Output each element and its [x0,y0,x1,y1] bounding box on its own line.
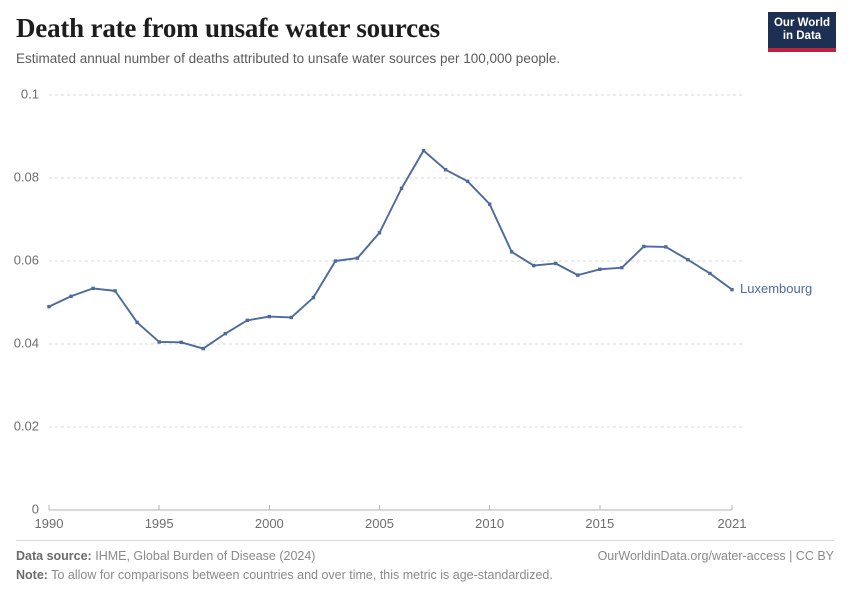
chart-header: Death rate from unsafe water sources Est… [16,12,746,68]
our-world-in-data-logo[interactable]: Our World in Data [768,12,836,52]
series-data-point[interactable] [642,244,646,249]
series-data-point[interactable] [355,256,360,260]
series-data-point[interactable] [443,168,448,172]
series-data-point[interactable] [113,289,117,293]
logo-line-1: Our World [773,17,830,29]
series-data-point[interactable] [509,250,514,254]
x-axis-tick-label: 1990 [35,516,64,531]
series-data-point[interactable] [708,271,712,276]
series-data-point[interactable] [69,294,73,298]
series-data-point[interactable] [91,286,95,291]
data-source-value: IHME, Global Burden of Disease (2024) [95,549,316,563]
series-data-point[interactable] [554,261,558,266]
series-data-point[interactable] [333,259,338,263]
series-data-point[interactable] [179,340,183,345]
series-data-point[interactable] [598,267,602,271]
y-axis-tick-label: 0.02 [14,418,39,433]
series-data-point[interactable] [686,258,690,262]
attribution-link[interactable]: OurWorldinData.org/water-access | CC BY [597,549,834,563]
note-label: Note: [16,568,48,582]
page-title: Death rate from unsafe water sources [16,13,440,43]
series-data-point[interactable] [289,315,294,320]
series-data-point[interactable] [664,245,668,249]
series-data-point[interactable] [730,287,734,292]
footer-row-note: Note: To allow for comparisons between c… [16,566,834,585]
x-axis-tick-label: 2010 [475,516,504,531]
gridlines [49,94,742,428]
x-axis-tick-label: 2000 [255,516,284,531]
data-source-text: Data source: IHME, Global Burden of Dise… [16,547,315,566]
series-data-point[interactable] [157,340,161,344]
y-axis-tick-labels: 0 0.02 0.04 0.06 0.08 0.1 [14,86,39,516]
series-data-point[interactable] [201,346,205,351]
x-axis-tick-label: 2015 [585,516,614,531]
series-data-point[interactable] [421,148,426,153]
x-axis-tick-label: 1995 [145,516,174,531]
data-source-label: Data source: [16,549,92,563]
series-data-point[interactable] [47,304,51,309]
x-axis [48,505,733,511]
series-end-labels[interactable]: Luxembourg [740,281,812,296]
data-series[interactable] [47,148,734,351]
footer-row-source: Data source: IHME, Global Burden of Dise… [16,547,834,566]
y-axis-tick-label: 0.04 [14,335,39,350]
x-axis-tick-label: 2005 [365,516,394,531]
series-data-point[interactable] [532,263,536,268]
y-axis-tick-label: 0 [32,501,39,516]
series-data-point[interactable] [223,331,227,336]
series-data-point[interactable] [135,320,139,325]
y-axis-tick-label: 0.06 [14,252,39,267]
series-data-point[interactable] [620,265,624,270]
logo-line-2: in Data [782,30,822,42]
chart-footer: Data source: IHME, Global Burden of Dise… [16,547,834,585]
series-data-point[interactable] [267,314,272,319]
series-data-point[interactable] [576,273,580,277]
y-axis-tick-label: 0.08 [14,169,39,184]
series-data-point[interactable] [465,179,470,184]
chart-plot-area[interactable]: 0 0.02 0.04 0.06 0.08 0.1 1990 1995 2000 2005 201… [0,78,850,538]
footer-divider [16,540,834,541]
y-axis-tick-label: 0.1 [21,86,39,101]
note-value: To allow for comparisons between countri… [51,568,553,582]
series-line[interactable] [48,149,733,350]
line-chart-svg[interactable]: 0 0.02 0.04 0.06 0.08 0.1 1990 1995 2000 2005 201… [0,78,850,538]
chart-subtitle: Estimated annual number of deaths attrib… [16,51,561,66]
series-label-luxembourg[interactable]: Luxembourg [740,281,812,296]
x-axis-tick-label: 2021 [718,516,747,531]
series-data-point[interactable] [245,318,249,323]
series-data-point[interactable] [311,295,316,300]
x-axis-tick-labels: 1990 1995 2000 2005 2010 2015 2021 [35,516,747,531]
note-text: Note: To allow for comparisons between c… [16,566,553,585]
series-data-point[interactable] [377,231,382,235]
series-data-point[interactable] [487,202,492,206]
series-data-point[interactable] [399,186,404,191]
